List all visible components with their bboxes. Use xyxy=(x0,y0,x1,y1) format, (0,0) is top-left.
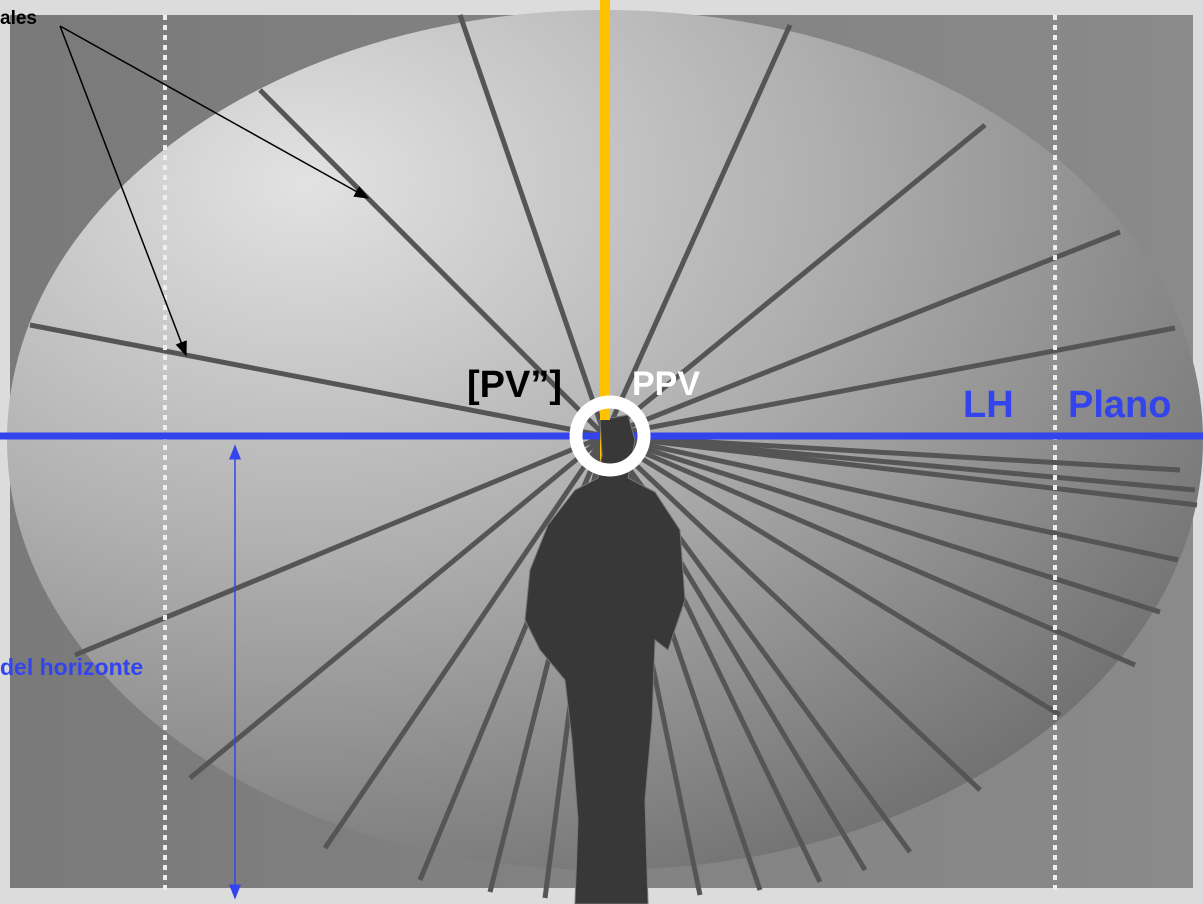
ppv-label: PPV xyxy=(632,365,700,403)
ray xyxy=(603,434,982,792)
ray xyxy=(604,229,1121,439)
ray xyxy=(604,325,1176,439)
pointer-arrow xyxy=(59,25,187,357)
pointer-arrow xyxy=(59,25,370,199)
horizon-height-label: del horizonte xyxy=(0,654,143,680)
person-silhouette xyxy=(524,414,686,904)
ray xyxy=(457,14,608,437)
ray xyxy=(604,433,1196,493)
ray xyxy=(322,434,608,850)
ray xyxy=(602,23,793,438)
lh-label: LH xyxy=(963,384,1014,426)
ray xyxy=(603,433,1062,718)
arrow-label: ales xyxy=(0,8,37,29)
ray xyxy=(603,123,987,438)
view-point-ring xyxy=(569,395,651,477)
ray xyxy=(604,433,1136,668)
pv-label: [PV”] xyxy=(467,364,562,406)
ray xyxy=(188,434,607,780)
ray xyxy=(604,433,1161,615)
ray xyxy=(604,433,1179,563)
ray xyxy=(29,322,606,439)
ray xyxy=(604,433,1181,473)
ray xyxy=(258,88,607,438)
plano-label: Plano xyxy=(1068,384,1171,426)
